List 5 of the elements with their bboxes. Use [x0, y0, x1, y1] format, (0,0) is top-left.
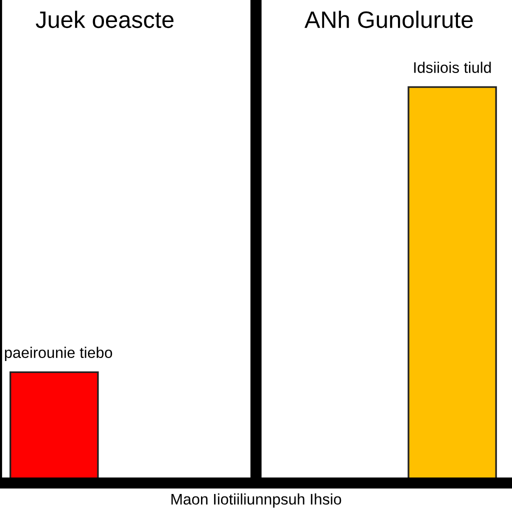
- annotation: Idsiiois tiuld: [414, 62, 491, 73]
- annotation: paeirounie tiebo: [4, 346, 112, 362]
- x-axis-title: Maon Iiotiiliunnpsuh Ihsio: [171, 493, 342, 508]
- text: Juek oeascte: [36, 10, 174, 28]
- text: ANh Gunolurute: [304, 10, 473, 28]
